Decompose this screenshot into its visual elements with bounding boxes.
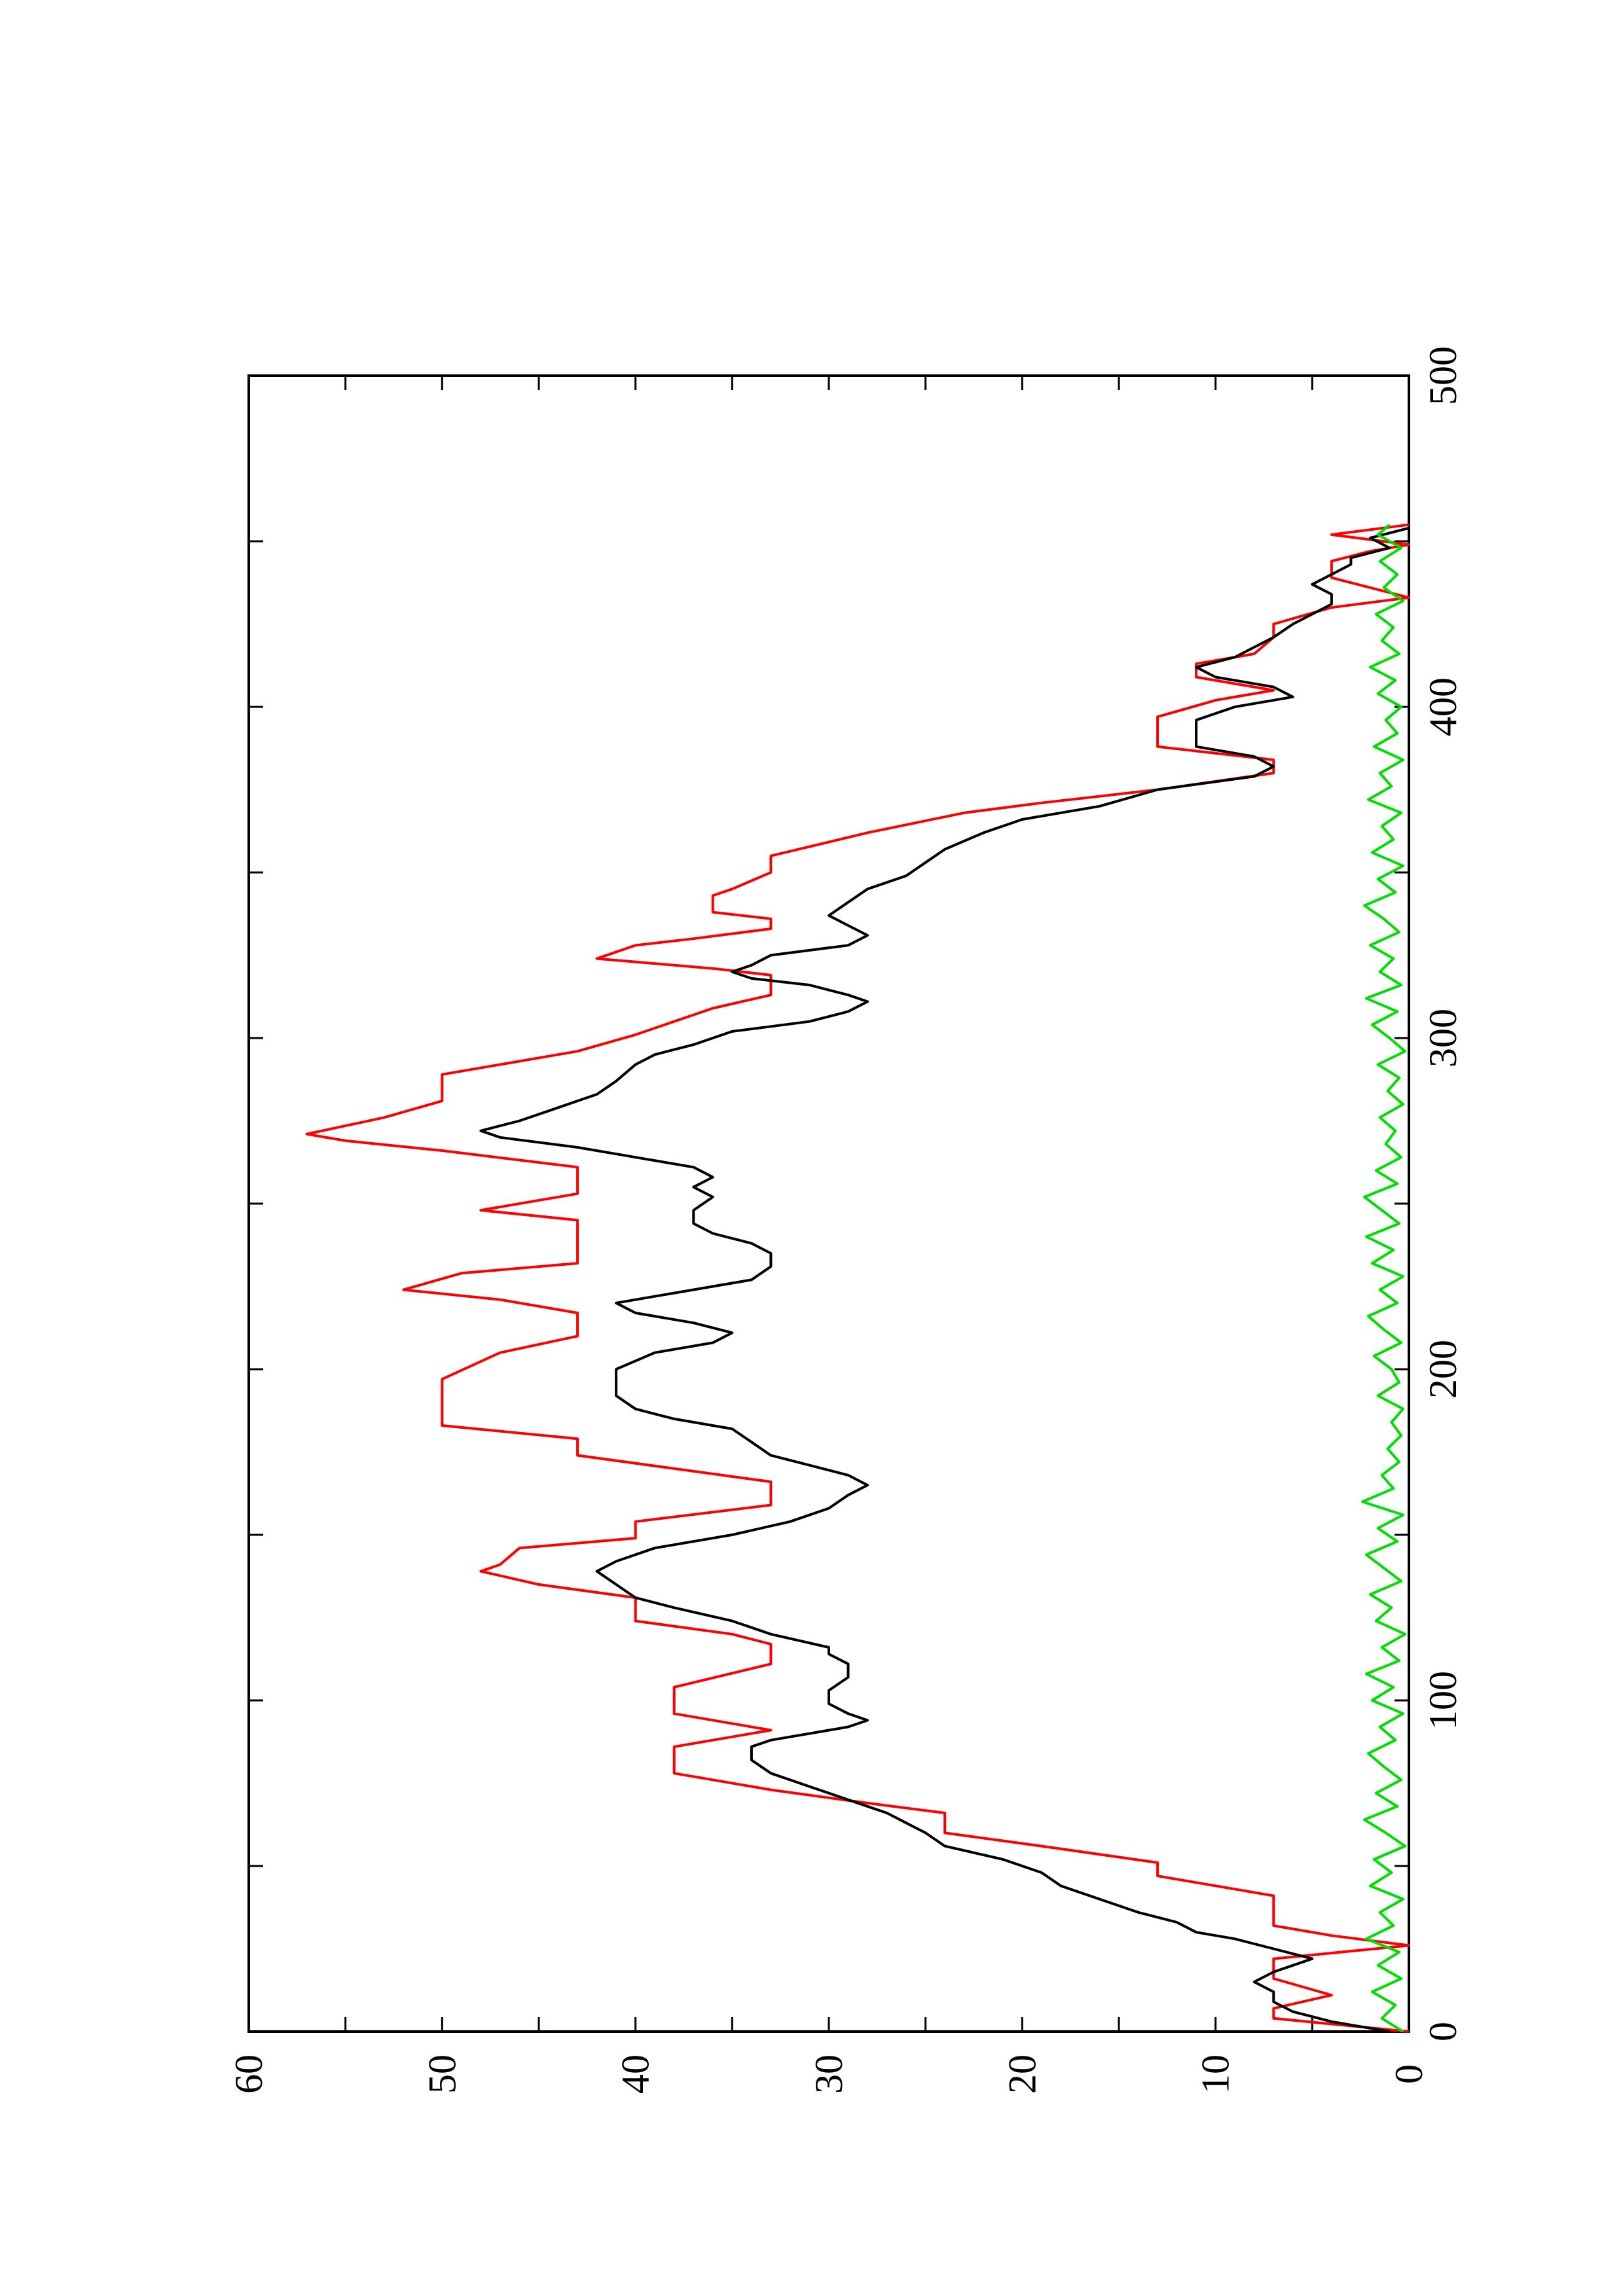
- x-tick-label: 100: [1421, 1671, 1465, 1730]
- x-tick-label: 0: [1421, 2022, 1465, 2041]
- plot-frame: [247, 374, 1410, 2033]
- y-tick-labels: 0 10 20 30 40 50 60: [227, 2054, 1431, 2094]
- y-tick-label: 10: [1194, 2054, 1237, 2094]
- series-line-3: [1361, 524, 1407, 2033]
- x-tick-label: 200: [1421, 1340, 1465, 1399]
- y-tick-label: 30: [807, 2054, 850, 2094]
- y-tick-label: 40: [614, 2054, 657, 2094]
- x-tick-label: 500: [1421, 346, 1465, 405]
- series-line-2: [479, 526, 1410, 2033]
- axis-ticks: [247, 374, 1410, 2033]
- x-tick-label: 300: [1421, 1009, 1465, 1067]
- series-layer: [305, 523, 1410, 2033]
- y-tick-label: 20: [1000, 2054, 1044, 2094]
- x-tick-label: 400: [1421, 677, 1465, 736]
- y-tick-label: 0: [1387, 2064, 1431, 2084]
- y-tick-label: 60: [227, 2054, 270, 2094]
- y-tick-label: 50: [420, 2054, 464, 2094]
- x-tick-labels: 0 100 200 300 400 500: [1421, 346, 1465, 2041]
- series-line-1: [305, 523, 1410, 2033]
